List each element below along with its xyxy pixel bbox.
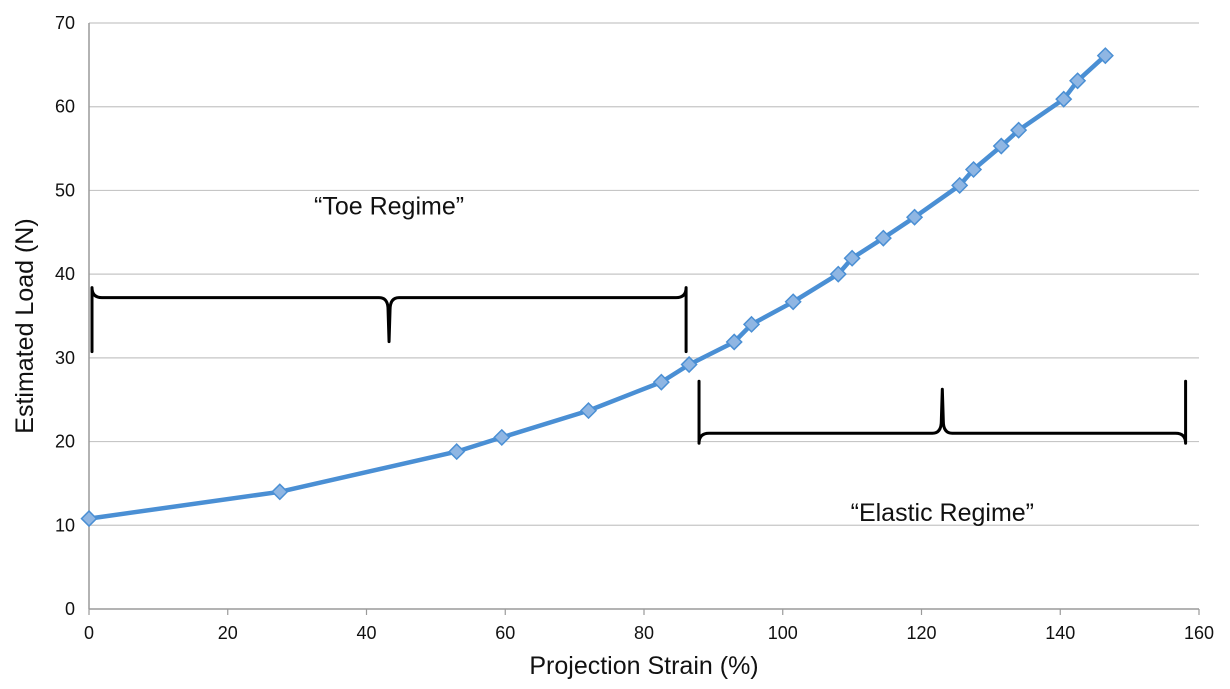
data-point <box>843 249 861 267</box>
data-point <box>964 160 983 179</box>
data-point <box>80 510 98 528</box>
toe-regime-label: “Toe Regime” <box>314 193 464 221</box>
data-point <box>652 373 670 391</box>
x-tick-label: 20 <box>218 623 238 643</box>
x-tick-label: 80 <box>634 623 654 643</box>
data-point <box>951 176 969 194</box>
y-tick-label: 10 <box>55 515 75 535</box>
y-tick-label: 40 <box>55 264 75 284</box>
data-point <box>1096 47 1114 65</box>
y-axis-title: Estimated Load (N) <box>11 218 39 433</box>
y-tick-label: 60 <box>55 97 75 117</box>
y-tick-label: 30 <box>55 348 75 368</box>
data-point <box>448 443 466 461</box>
data-point <box>906 208 924 226</box>
y-tick-label: 70 <box>55 13 75 33</box>
series-layer <box>80 47 1114 528</box>
x-tick-label: 0 <box>84 623 94 643</box>
tick-labels: 0 10 20 30 40 50 60 70 0 20 40 60 80 100 120 140 160 <box>55 13 1214 643</box>
data-point <box>680 355 698 374</box>
data-point <box>1055 90 1073 108</box>
y-tick-label: 20 <box>55 432 75 452</box>
data-point <box>579 402 598 420</box>
series-line <box>86 53 1108 521</box>
y-tick-label: 50 <box>55 180 75 200</box>
data-point <box>992 137 1010 155</box>
data-point <box>874 229 892 247</box>
x-tick-label: 40 <box>356 623 376 643</box>
elastic-regime-label: “Elastic Regime” <box>851 499 1034 527</box>
x-tick-label: 160 <box>1184 623 1214 643</box>
toe-regime-brace <box>90 286 688 354</box>
data-point <box>1069 72 1087 90</box>
data-point <box>784 293 802 311</box>
gridlines <box>89 22 1199 526</box>
data-point <box>829 265 847 283</box>
x-tick-label: 100 <box>768 623 798 643</box>
data-point <box>725 333 743 351</box>
data-point <box>271 483 289 501</box>
x-tick-label: 120 <box>906 623 936 643</box>
data-point <box>493 428 511 446</box>
data-point <box>742 315 761 333</box>
x-tick-label: 60 <box>495 623 515 643</box>
elastic-regime-brace <box>697 379 1188 445</box>
annotations: “Toe Regime” “Elastic Regime” <box>90 193 1188 527</box>
y-tick-label: 0 <box>65 599 75 619</box>
x-axis-title: Projection Strain (%) <box>529 652 758 680</box>
x-tick-label: 140 <box>1045 623 1075 643</box>
data-point <box>1010 121 1028 139</box>
